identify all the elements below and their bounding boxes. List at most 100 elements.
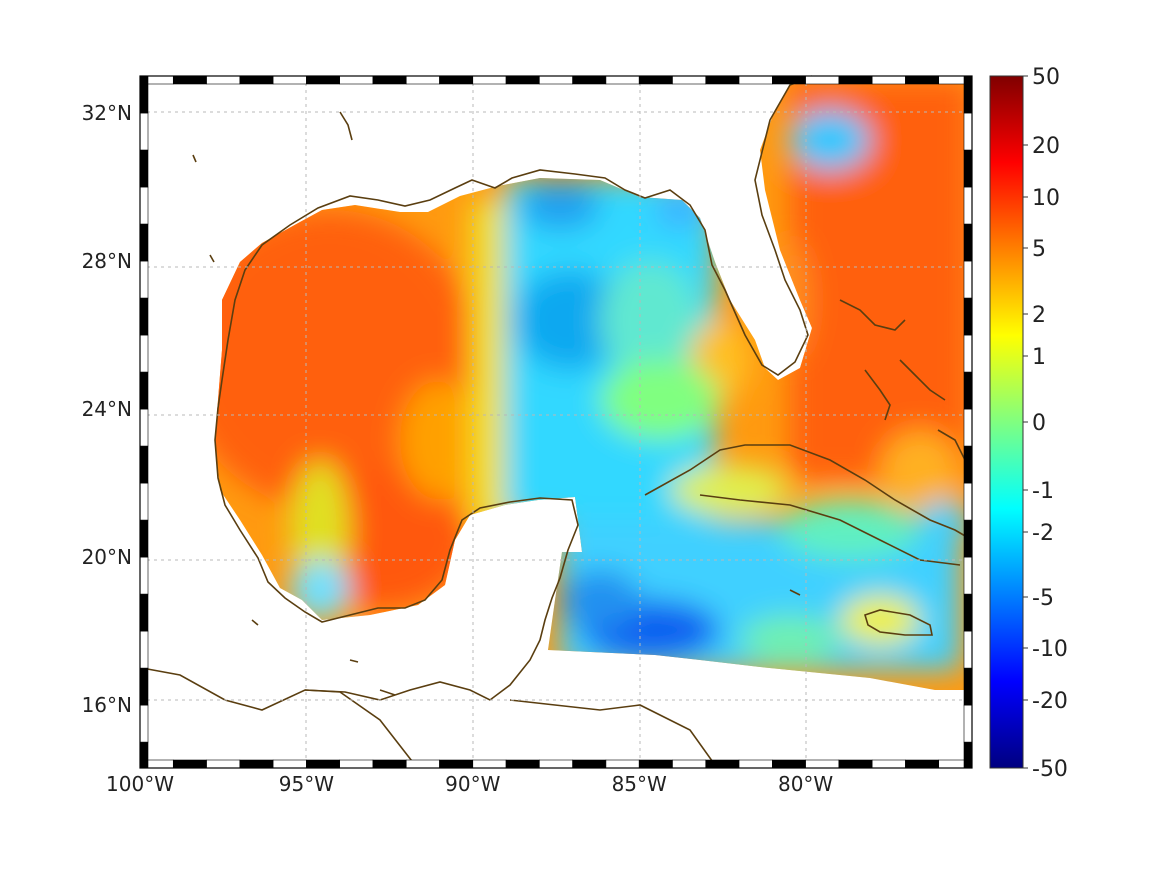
frame-segment: [539, 75, 573, 85]
frame-segment: [963, 297, 973, 336]
frame-segment: [139, 482, 149, 521]
frame-segment: [963, 556, 973, 595]
frame-segment: [963, 260, 973, 299]
frame-segment: [372, 759, 407, 769]
frame-segment: [339, 759, 374, 769]
y-tick-label: 20°N: [82, 545, 132, 569]
y-tick-label: 32°N: [82, 101, 132, 125]
frame-segment: [139, 112, 149, 151]
frame-segment: [472, 75, 507, 85]
frame-segment: [963, 112, 973, 151]
frame-segment: [405, 75, 440, 85]
frame-segment: [905, 75, 940, 85]
frame-segment: [705, 759, 740, 769]
frame-segment: [638, 759, 673, 769]
frame-segment: [139, 186, 149, 225]
frame-segment: [963, 667, 973, 706]
frame-segment: [838, 75, 873, 85]
frame-segment: [139, 371, 149, 410]
frame-segment: [139, 334, 149, 373]
colorbar-tick-label: -50: [1032, 757, 1068, 782]
frame-segment: [306, 75, 340, 85]
frame-segment: [572, 759, 607, 769]
colorbar-tick-label: 50: [1032, 65, 1060, 90]
frame-segment: [572, 75, 607, 85]
frame-segment: [605, 75, 640, 85]
frame-segment: [738, 759, 773, 769]
frame-segment: [963, 223, 973, 262]
frame-segment: [672, 759, 707, 769]
frame-segment: [805, 759, 840, 769]
frame-segment: [963, 371, 973, 410]
frame-segment: [505, 75, 540, 85]
gridlines: [140, 76, 972, 768]
frame-segment: [139, 445, 149, 484]
frame-segment: [405, 759, 440, 769]
frame-border: [139, 75, 973, 769]
frame-segment: [206, 75, 241, 85]
frame-segment: [439, 759, 474, 769]
frame-segment: [172, 75, 207, 85]
frame-segment: [672, 75, 707, 85]
frame-segment: [963, 704, 973, 743]
frame-segment: [963, 519, 973, 558]
frame-segment: [871, 75, 906, 85]
frame-segment: [772, 759, 806, 769]
frame-segment: [306, 759, 340, 769]
colorbar-tick-label: 20: [1032, 134, 1060, 159]
frame-segment: [172, 759, 207, 769]
frame-segment: [139, 556, 149, 595]
frame-segment: [963, 741, 973, 769]
y-tick-label: 16°N: [82, 693, 132, 717]
frame-segment: [738, 75, 773, 85]
frame-segment: [705, 75, 740, 85]
frame-segment: [505, 759, 540, 769]
colorbar-tick-label: -5: [1032, 586, 1054, 611]
colorbar-tick-label: -1: [1032, 479, 1054, 504]
frame-segment: [963, 75, 973, 114]
frame-segment: [372, 75, 407, 85]
frame-segment: [871, 759, 906, 769]
frame-segment: [963, 445, 973, 484]
frame-segment: [605, 759, 640, 769]
frame-segment: [963, 593, 973, 632]
frame-segment: [963, 186, 973, 225]
frame-segment: [539, 759, 573, 769]
frame-segment: [963, 630, 973, 669]
frame-segment: [272, 75, 307, 85]
colorbar-tick-label: 0: [1032, 411, 1046, 436]
frame-segment: [638, 75, 673, 85]
frame-segment: [963, 482, 973, 521]
coastlines: [141, 75, 973, 766]
frame-segment: [339, 75, 374, 85]
frame-segment: [963, 334, 973, 373]
x-tick-label: 80°W: [778, 772, 833, 796]
frame-segment: [272, 759, 307, 769]
colorbar-tick-label: 2: [1032, 303, 1046, 328]
x-axis-ticks: 100°W 95°W 90°W 85°W 80°W: [106, 772, 833, 796]
x-tick-label: 90°W: [445, 772, 500, 796]
colorbar-tick-label: 1: [1032, 345, 1046, 370]
colorbar-tick-label: 10: [1032, 186, 1060, 211]
colorbar-tick-label: -20: [1032, 689, 1068, 714]
frame-segment: [963, 149, 973, 188]
frame-segment: [139, 519, 149, 558]
colorbar-tick-label: 5: [1032, 237, 1046, 262]
frame-segment: [139, 223, 149, 262]
frame-segment: [206, 759, 241, 769]
frame-segment: [139, 741, 149, 769]
frame-segment: [139, 667, 149, 706]
y-tick-label: 28°N: [82, 249, 132, 273]
colorbar: [989, 75, 1024, 769]
frame-segment: [805, 75, 840, 85]
frame-segment: [139, 630, 149, 669]
frame-segment: [139, 704, 149, 743]
frame-segment: [838, 759, 873, 769]
frame-segment: [963, 408, 973, 447]
frame-segment: [139, 297, 149, 336]
frame-segment: [139, 75, 149, 114]
x-tick-label: 95°W: [279, 772, 334, 796]
frame-segment: [239, 75, 274, 85]
